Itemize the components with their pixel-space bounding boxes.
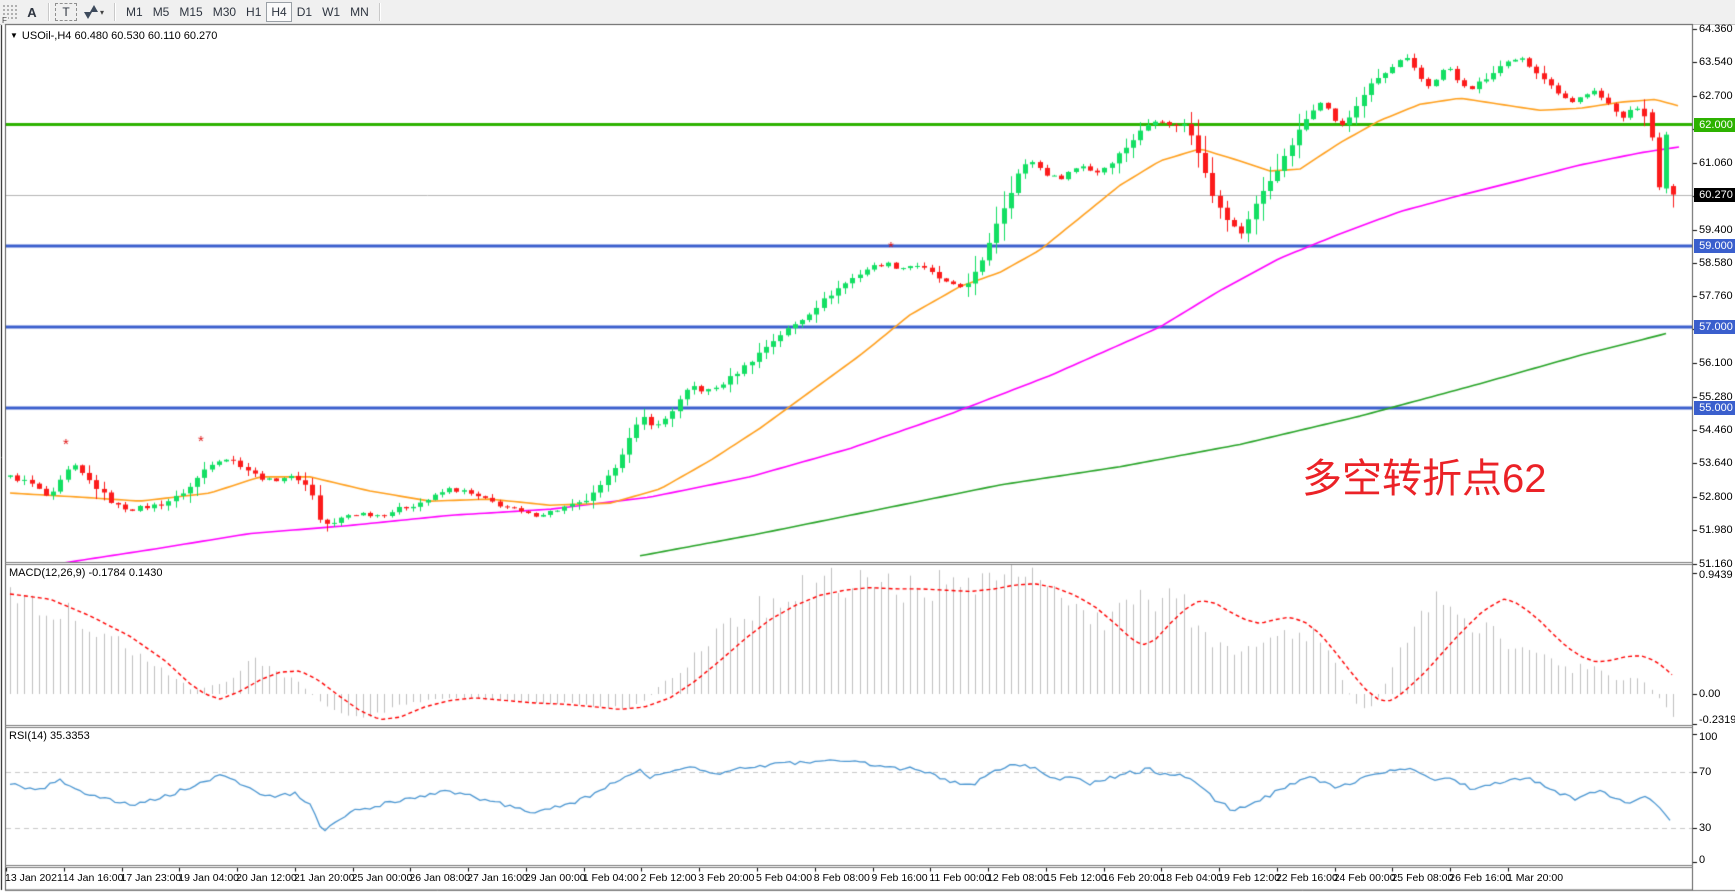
time-tick-label: 1 Feb 04:00 (582, 872, 639, 884)
price-badge-57.000: 57.000 (1694, 320, 1735, 334)
time-tick-label: 15 Feb 12:00 (1044, 872, 1107, 884)
rsi-axis-label: 30 (1699, 822, 1712, 834)
rsi-axis-label: 70 (1699, 766, 1712, 778)
price-tick-label: 58.580 (1699, 257, 1733, 269)
time-tick-label: 26 Jan 08:00 (409, 872, 471, 884)
macd-axis-label: 0.00 (1699, 688, 1721, 700)
time-tick-label: 21 Jan 20:00 (293, 872, 355, 884)
time-tick-label: 2 Feb 12:00 (640, 872, 697, 884)
time-tick-label: 17 Jan 23:00 (120, 872, 182, 884)
price-tick-label: 61.060 (1699, 157, 1733, 169)
time-tick-label: 1 Mar 20:00 (1507, 872, 1564, 884)
symbol-header: ▼ USOil-,H4 60.480 60.530 60.110 60.270 (10, 30, 217, 42)
time-tick-label: 24 Feb 00:00 (1333, 872, 1396, 884)
price-tick-label: 63.540 (1699, 56, 1733, 68)
time-tick-label: 9 Feb 16:00 (871, 872, 928, 884)
price-tick-label: 56.100 (1699, 357, 1733, 369)
collapse-triangle-icon[interactable]: ▼ (10, 31, 18, 40)
price-tick-label: 51.160 (1699, 558, 1733, 570)
time-tick-label: 25 Feb 08:00 (1391, 872, 1454, 884)
chart-text-annotation[interactable]: 多空转折点62 (1302, 457, 1547, 501)
symbol-ohlc-text: USOil-,H4 60.480 60.530 60.110 60.270 (21, 30, 218, 42)
price-badge-60.270: 60.270 (1694, 188, 1735, 202)
price-tick-label: 53.640 (1699, 457, 1733, 469)
time-tick-label: 26 Feb 16:00 (1449, 872, 1512, 884)
time-tick-label: 25 Jan 00:00 (351, 872, 413, 884)
price-badge-62.000: 62.000 (1694, 118, 1735, 132)
macd-axis-label: -0.2319 (1699, 714, 1735, 726)
time-tick-label: 3 Feb 20:00 (698, 872, 755, 884)
time-tick-label: 14 Jan 16:00 (62, 872, 124, 884)
time-tick-label: 12 Feb 08:00 (987, 872, 1049, 884)
time-tick-label: 29 Jan 00:00 (524, 872, 586, 884)
price-tick-label: 55.280 (1699, 391, 1733, 403)
price-badge-55.000: 55.000 (1694, 401, 1735, 415)
price-tick-label: 59.400 (1699, 224, 1733, 236)
time-tick-label: 16 Feb 20:00 (1102, 872, 1165, 884)
time-tick-label: 19 Jan 04:00 (178, 872, 240, 884)
macd-axis-label: 0.9439 (1699, 569, 1733, 581)
time-tick-label: 18 Feb 04:00 (1160, 872, 1223, 884)
price-tick-label: 52.800 (1699, 491, 1733, 503)
time-tick-label: 22 Feb 16:00 (1275, 872, 1338, 884)
time-tick-label: 20 Jan 12:00 (236, 872, 297, 884)
price-badge-59.000: 59.000 (1694, 239, 1735, 253)
time-tick-label: 27 Jan 16:00 (467, 872, 528, 884)
time-tick-label: 19 Feb 12:00 (1218, 872, 1281, 884)
rsi-axis-label: 0 (1699, 854, 1706, 866)
time-tick-label: 13 Jan 2021 (5, 872, 63, 884)
rsi-axis-label: 100 (1699, 731, 1718, 743)
price-tick-label: 57.760 (1699, 290, 1733, 302)
rsi-panel-label: RSI(14) 35.3353 (9, 730, 90, 742)
time-tick-label: 11 Feb 00:00 (929, 872, 991, 884)
price-tick-label: 51.980 (1699, 524, 1733, 536)
price-tick-label: 64.360 (1699, 23, 1733, 35)
price-tick-label: 62.700 (1699, 90, 1733, 102)
time-tick-label: 8 Feb 08:00 (813, 872, 870, 884)
macd-panel-label: MACD(12,26,9) -0.1784 0.1430 (9, 567, 163, 579)
price-tick-label: 54.460 (1699, 424, 1733, 436)
time-tick-label: 5 Feb 04:00 (756, 872, 813, 884)
